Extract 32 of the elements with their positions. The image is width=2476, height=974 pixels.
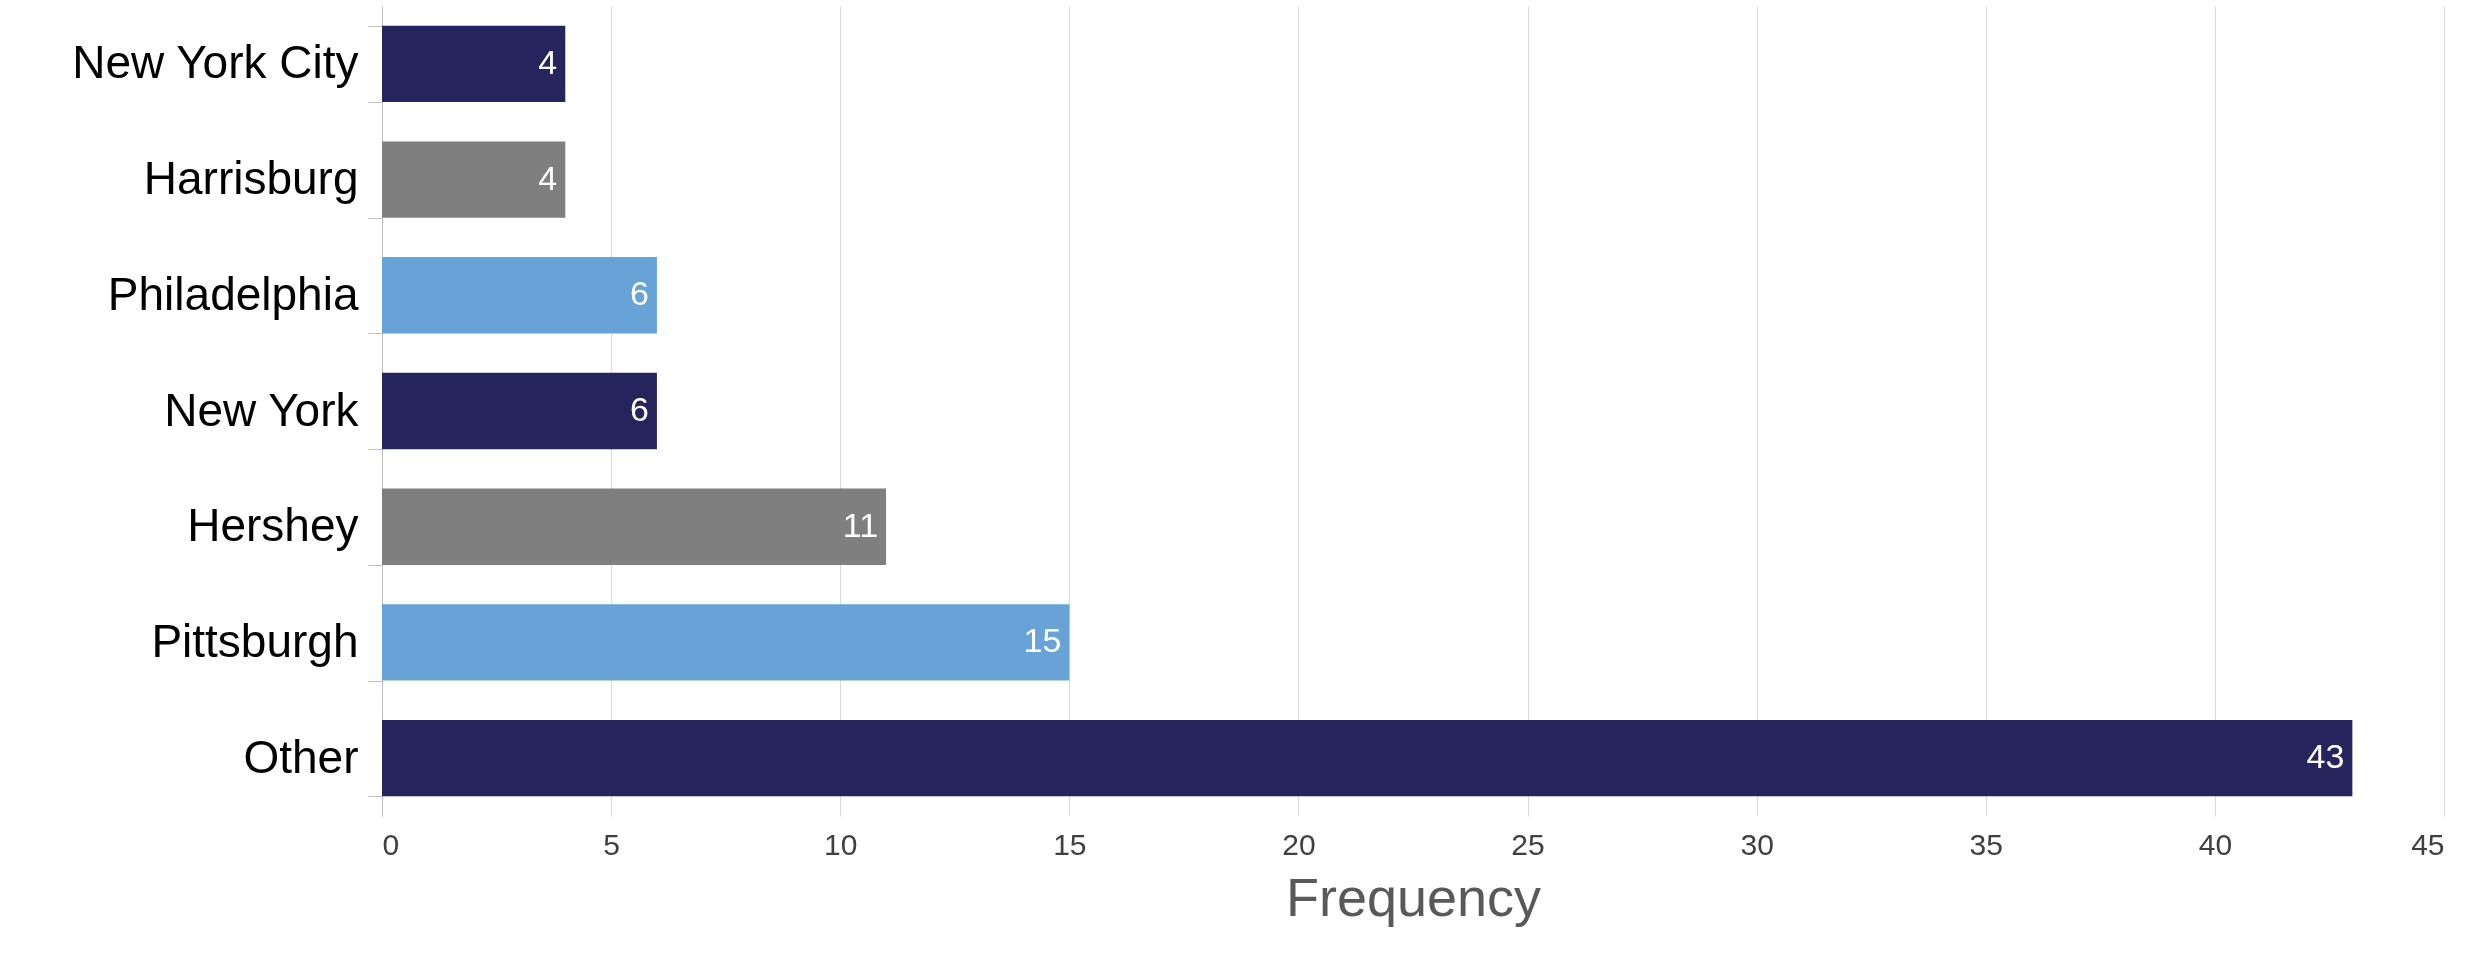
x-tick-label: 0	[382, 827, 400, 861]
x-axis-title: Frequency	[1285, 866, 1542, 927]
x-tick-label: 30	[1740, 827, 1774, 861]
y-tick-label: New York City	[72, 36, 359, 89]
x-tick-label: 45	[2411, 827, 2445, 861]
bar	[382, 719, 2353, 797]
y-tick-label: Pittsburgh	[151, 614, 359, 667]
data-label: 6	[630, 390, 649, 428]
bar	[382, 257, 657, 334]
bar	[382, 372, 657, 450]
y-tick-label: Other	[243, 730, 359, 783]
bar	[382, 141, 566, 218]
data-label: 11	[842, 505, 879, 544]
data-label: 6	[630, 274, 649, 313]
data-label: 4	[538, 158, 558, 197]
y-tick-label: Philadelphia	[107, 267, 359, 320]
y-tick-label: Hershey	[187, 499, 359, 552]
x-tick-label: 20	[1282, 827, 1316, 861]
x-tick-label: 5	[603, 827, 620, 861]
bar	[382, 25, 566, 103]
x-tick-label: 10	[824, 827, 858, 861]
data-label: 4	[538, 42, 558, 81]
data-label: 43	[2306, 737, 2345, 776]
x-tick-label: 40	[2198, 827, 2233, 861]
y-tick-label: Harrisburg	[143, 152, 359, 205]
data-label: 15	[1023, 621, 1062, 660]
bar	[382, 604, 1070, 681]
x-tick-label: 35	[1969, 827, 2003, 861]
x-tick-label: 15	[1053, 827, 1087, 861]
y-tick-label: New York	[164, 383, 360, 436]
bar	[382, 488, 887, 565]
x-tick-label: 25	[1511, 827, 1545, 861]
